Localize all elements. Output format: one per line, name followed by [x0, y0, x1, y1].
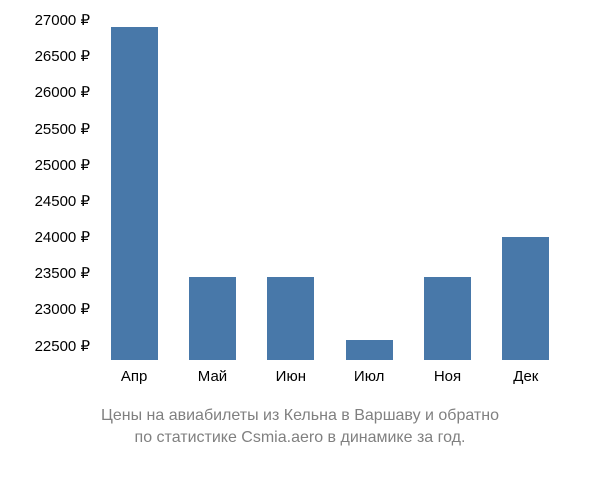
chart-caption: Цены на авиабилеты из Кельна в Варшаву и…	[0, 405, 600, 448]
y-axis-tick-label: 22500 ₽	[5, 337, 90, 355]
y-axis-tick-label: 24000 ₽	[5, 228, 90, 246]
x-axis-tick-label: Апр	[121, 368, 147, 385]
y-axis-tick-label: 23500 ₽	[5, 264, 90, 282]
bar	[346, 340, 393, 360]
y-axis-tick-label: 25500 ₽	[5, 120, 90, 138]
y-axis-tick-label: 27000 ₽	[5, 11, 90, 29]
bar	[111, 27, 158, 360]
bar	[267, 277, 314, 360]
bar	[502, 237, 549, 360]
y-axis-tick-label: 24500 ₽	[5, 192, 90, 210]
x-axis-tick-label: Июл	[354, 368, 384, 385]
y-axis-tick-label: 25000 ₽	[5, 156, 90, 174]
y-axis-tick-label: 26500 ₽	[5, 47, 90, 65]
x-axis-tick-label: Дек	[513, 368, 538, 385]
y-axis-tick-label: 26000 ₽	[5, 83, 90, 101]
bar	[189, 277, 236, 360]
bar	[424, 277, 471, 360]
caption-line-2: по статистике Csmia.aero в динамике за г…	[135, 429, 466, 446]
caption-line-1: Цены на авиабилеты из Кельна в Варшаву и…	[101, 407, 499, 424]
x-axis-tick-label: Ноя	[434, 368, 461, 385]
y-axis-tick-label: 23000 ₽	[5, 300, 90, 318]
price-bar-chart: 22500 ₽23000 ₽23500 ₽24000 ₽24500 ₽25000…	[95, 20, 565, 360]
x-axis-tick-label: Июн	[276, 368, 306, 385]
x-axis-tick-label: Май	[198, 368, 227, 385]
